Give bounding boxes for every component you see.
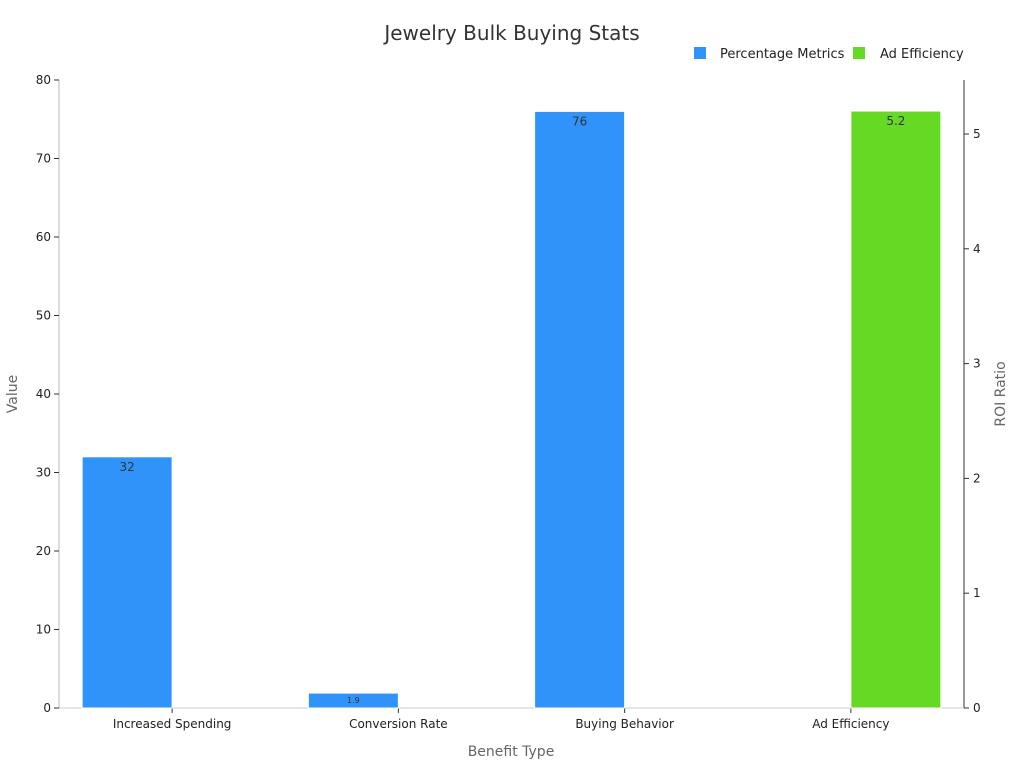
y-tick-label: 80 (36, 73, 51, 87)
x-tick-label-conversion-rate: Conversion Rate (349, 717, 448, 731)
y2-tick-label: 3 (973, 357, 981, 371)
x-tick-label-ad-efficiency: Ad Efficiency (812, 717, 889, 731)
y2-tick-label: 0 (973, 701, 981, 715)
data-label-ad-efficiency-ad-efficiency: 5.2 (886, 114, 905, 128)
y-tick-label: 0 (43, 701, 51, 715)
legend: Percentage Metrics Ad Efficiency (694, 47, 964, 62)
y-tick-label: 20 (36, 544, 51, 558)
bar-percentage-metrics-conversion-rate[interactable] (307, 692, 399, 709)
y-tick-label: 70 (36, 152, 51, 166)
x-tick-label-buying-behavior: Buying Behavior (575, 717, 674, 731)
y2-tick-label: 4 (973, 242, 981, 256)
data-label-percentage-metrics-buying-behavior: 76 (572, 114, 587, 128)
bar-percentage-metrics-increased-spending[interactable] (81, 456, 173, 709)
x-tick-label-increased-spending: Increased Spending (113, 717, 232, 731)
left-y-ticks: 0 10 20 30 40 50 60 70 80 (36, 73, 59, 715)
x-axis-label: Benefit Type (468, 744, 555, 760)
data-label-percentage-metrics-conversion-rate: 1.9 (347, 696, 360, 705)
y-tick-label: 60 (36, 230, 51, 244)
y-tick-label: 10 (36, 623, 51, 637)
bar-ad-efficiency-ad-efficiency[interactable] (850, 110, 942, 709)
x-ticks: Increased Spending Conversion Rate Buying … (113, 708, 889, 731)
data-label-percentage-metrics-increased-spending: 32 (119, 460, 134, 474)
legend-label-ad-efficiency: Ad Efficiency (880, 47, 964, 62)
y-tick-label: 50 (36, 309, 51, 323)
y2-axis-label: ROI Ratio (993, 361, 1009, 426)
y-tick-label: 40 (36, 387, 51, 401)
y2-tick-label: 2 (973, 471, 981, 485)
bar-percentage-metrics-buying-behavior[interactable] (534, 110, 626, 709)
y2-tick-label: 1 (973, 586, 981, 600)
y-tick-label: 30 (36, 466, 51, 480)
legend-swatch-ad-efficiency (853, 47, 865, 59)
chart-title: Jewelry Bulk Buying Stats (382, 21, 639, 45)
right-y-ticks: 0 1 2 3 4 5 (964, 127, 981, 715)
legend-swatch-percentage-metrics (694, 47, 706, 59)
bars (81, 110, 942, 709)
legend-label-percentage-metrics: Percentage Metrics (720, 47, 845, 62)
data-labels: 32 1.9 76 5.2 (119, 114, 905, 705)
y2-tick-label: 5 (973, 127, 981, 141)
y-axis-label: Value (5, 375, 21, 413)
